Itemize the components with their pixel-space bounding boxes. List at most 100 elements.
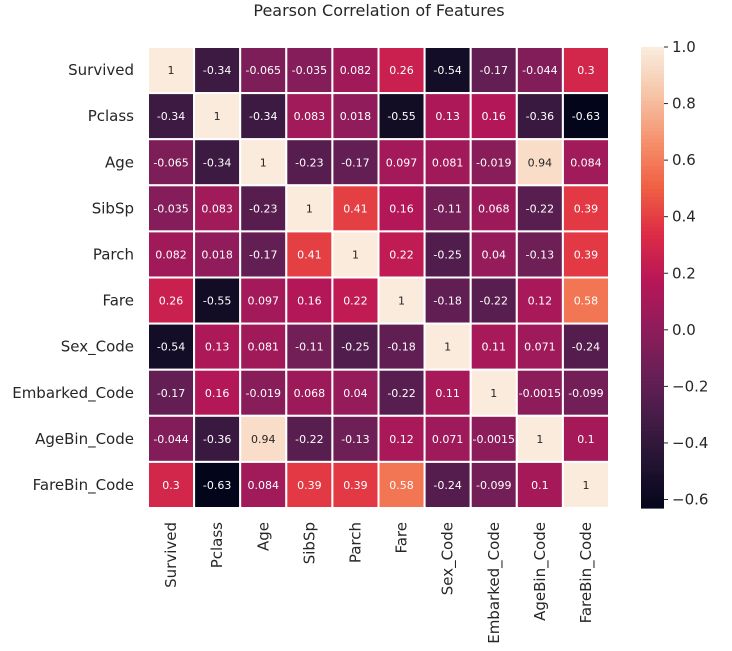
heatmap-cell bbox=[515, 368, 564, 417]
cell-label: 1 bbox=[260, 156, 267, 169]
cell-label: 0.083 bbox=[294, 110, 326, 123]
colorbar-segment bbox=[641, 492, 664, 498]
heatmap-cell bbox=[193, 460, 242, 509]
colorbar-segment bbox=[641, 281, 664, 286]
colorbar-segment bbox=[641, 246, 664, 252]
colorbar-segment bbox=[641, 150, 664, 156]
colorbar-segment bbox=[641, 143, 664, 148]
colorbar-segment bbox=[641, 408, 664, 413]
colorbar-segment bbox=[641, 388, 664, 394]
colorbar-segment bbox=[641, 254, 664, 259]
colorbar-tick-label: 0.0 bbox=[672, 321, 696, 339]
colorbar-segment bbox=[641, 73, 664, 79]
colorbar-segment bbox=[641, 235, 664, 240]
cell-label: -0.099 bbox=[568, 387, 603, 400]
column-label: SibSp bbox=[300, 522, 318, 564]
cell-label: 0.081 bbox=[432, 156, 464, 169]
heatmap-cell bbox=[515, 460, 564, 509]
cell-label: 0.04 bbox=[482, 248, 507, 261]
cell-label: 0.39 bbox=[574, 248, 599, 261]
heatmap-cell bbox=[285, 322, 334, 371]
cell-label: -0.099 bbox=[476, 479, 511, 492]
colorbar-tick-label: 1.0 bbox=[672, 38, 696, 56]
colorbar-segment bbox=[641, 435, 664, 440]
colorbar-segment bbox=[641, 47, 664, 52]
heatmap-cell bbox=[423, 460, 472, 509]
heatmap-cell bbox=[331, 368, 380, 417]
colorbar-segment bbox=[641, 484, 664, 490]
colorbar-segment bbox=[641, 104, 664, 110]
cell-label: 0.1 bbox=[577, 433, 595, 446]
cell-label: -0.13 bbox=[341, 433, 369, 446]
colorbar-segment bbox=[641, 158, 664, 163]
row-label: AgeBin_Code bbox=[35, 430, 134, 449]
colorbar-segment bbox=[641, 308, 664, 313]
colorbar-segment bbox=[641, 415, 664, 421]
colorbar-segment bbox=[641, 119, 664, 125]
cell-label: 1 bbox=[582, 479, 589, 492]
heatmap-cell bbox=[469, 46, 518, 95]
cell-label: -0.24 bbox=[433, 479, 461, 492]
cell-label: 0.071 bbox=[432, 433, 464, 446]
cell-label: -0.13 bbox=[526, 248, 554, 261]
heatmap-cell bbox=[469, 322, 518, 371]
colorbar-segment bbox=[641, 223, 664, 229]
colorbar-segment bbox=[641, 504, 664, 509]
cell-label: -0.17 bbox=[249, 248, 277, 261]
colorbar-segment bbox=[641, 304, 664, 309]
colorbar-segment bbox=[641, 458, 664, 463]
cell-label: 0.39 bbox=[297, 479, 322, 492]
heatmap-cell bbox=[469, 368, 518, 417]
colorbar-segment bbox=[641, 58, 664, 63]
cell-label: 0.16 bbox=[482, 110, 507, 123]
row-label: Fare bbox=[102, 292, 134, 310]
cell-label: 1 bbox=[444, 341, 451, 354]
colorbar-segment bbox=[641, 335, 664, 340]
colorbar-segment bbox=[641, 77, 664, 83]
cell-label: 0.11 bbox=[482, 341, 507, 354]
colorbar-segment bbox=[641, 327, 664, 332]
column-label: FareBin_Code bbox=[577, 522, 596, 623]
colorbar-segment bbox=[641, 166, 664, 171]
heatmap-cell bbox=[469, 460, 518, 509]
cell-label: -0.065 bbox=[153, 156, 188, 169]
colorbar-segment bbox=[641, 116, 664, 121]
cell-label: 0.26 bbox=[159, 295, 184, 308]
heatmap-cell bbox=[561, 92, 611, 141]
colorbar-segment bbox=[641, 400, 664, 405]
colorbar-segment bbox=[641, 112, 664, 117]
colorbar-segment bbox=[641, 419, 664, 425]
cell-label: 0.41 bbox=[297, 248, 322, 261]
colorbar-segment bbox=[641, 169, 664, 175]
colorbar-segment bbox=[641, 438, 664, 444]
heatmap-cell bbox=[239, 368, 288, 417]
cell-label: 0.16 bbox=[297, 295, 322, 308]
heatmap-cell bbox=[515, 414, 564, 463]
colorbar-segment bbox=[641, 469, 664, 475]
cell-label: 0.12 bbox=[389, 433, 414, 446]
column-label: AgeBin_Code bbox=[531, 522, 550, 621]
cell-label: -0.25 bbox=[341, 341, 369, 354]
colorbar-segment bbox=[641, 369, 664, 375]
colorbar-segment bbox=[641, 358, 664, 363]
colorbar-segment bbox=[641, 96, 664, 102]
colorbar-segment bbox=[641, 62, 664, 67]
colorbar-segment bbox=[641, 442, 664, 448]
heatmap-cell bbox=[377, 92, 426, 141]
cell-label: 0.58 bbox=[574, 295, 599, 308]
colorbar-segment bbox=[641, 177, 664, 183]
row-label: Embarked_Code bbox=[12, 384, 134, 403]
heatmap-cell bbox=[331, 276, 380, 325]
colorbar-segment bbox=[641, 373, 664, 378]
colorbar-segment bbox=[641, 131, 664, 136]
colorbar-segment bbox=[641, 273, 664, 279]
heatmap-cell bbox=[515, 92, 564, 141]
cell-label: 0.94 bbox=[251, 433, 276, 446]
colorbar-segment bbox=[641, 396, 664, 402]
colorbar-segment bbox=[641, 473, 664, 478]
cell-label: -0.55 bbox=[203, 295, 231, 308]
cell-label: -0.34 bbox=[249, 110, 277, 123]
cell-label: 0.1 bbox=[531, 479, 549, 492]
colorbar-segment bbox=[641, 54, 664, 60]
cell-label: -0.019 bbox=[246, 387, 281, 400]
